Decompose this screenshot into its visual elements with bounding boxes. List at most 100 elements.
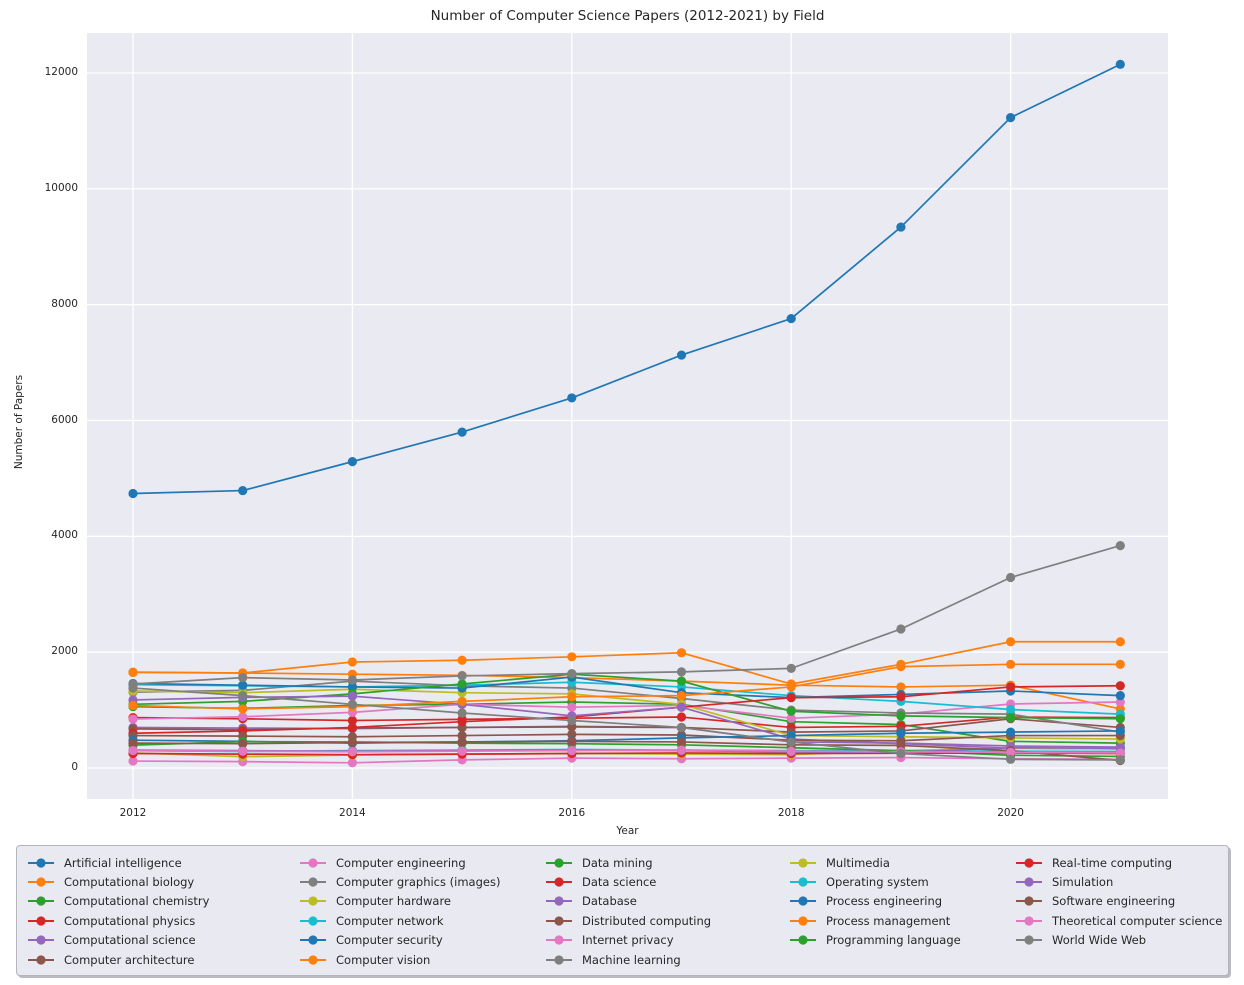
series-point — [567, 668, 577, 679]
legend-label: Process engineering — [826, 894, 943, 909]
series-point — [567, 702, 577, 712]
series-point — [786, 730, 796, 741]
series-point — [347, 682, 357, 692]
series-point — [128, 667, 138, 678]
series-point — [128, 700, 138, 711]
series-point — [457, 655, 467, 665]
legend-label: Computational biology — [64, 875, 195, 890]
series-point — [786, 663, 796, 673]
legend-marker-icon — [1016, 858, 1042, 868]
series-line — [132, 733, 1121, 742]
legend-marker-icon — [546, 877, 572, 887]
legend-item: Theoretical computer science — [1015, 911, 1235, 930]
x-tick-label: 2016 — [558, 807, 586, 819]
series-point — [786, 746, 796, 756]
x-tick-label: 2018 — [777, 807, 805, 819]
series-line — [132, 687, 1121, 761]
legend-item: Process management — [789, 911, 981, 930]
series-point — [1115, 726, 1125, 736]
y-tick-label: 8000 — [51, 297, 78, 310]
series-point — [457, 730, 467, 741]
series-point — [347, 737, 357, 748]
legend-label: Computer security — [336, 933, 443, 948]
legend-label: Process management — [826, 913, 951, 928]
series-point — [896, 711, 906, 721]
series-point — [457, 696, 467, 706]
legend-marker-icon — [790, 858, 816, 868]
series-point — [238, 680, 248, 690]
series-point — [238, 704, 248, 714]
series-point — [676, 691, 687, 701]
series-point — [457, 746, 467, 756]
series-point — [457, 427, 467, 437]
legend-marker-icon — [300, 935, 326, 945]
legend-marker-icon — [546, 858, 572, 868]
series-line — [132, 749, 1121, 754]
legend-label: Software engineering — [1052, 894, 1176, 909]
series-point — [676, 676, 687, 686]
legend-item: Computational physics — [27, 911, 265, 930]
legend-label: Computational science — [64, 933, 196, 948]
series-line — [132, 695, 1121, 750]
legend-column: Computer engineering Computer graphics (i… — [299, 853, 511, 969]
series-line — [132, 63, 1121, 495]
series-point — [1006, 754, 1016, 764]
legend-item: Computer vision — [299, 950, 511, 969]
legend-label: Computational physics — [64, 913, 196, 928]
series-point — [238, 691, 248, 701]
legend-column: Artificial intelligence Computational bio… — [27, 853, 265, 969]
legend-label: Data science — [582, 875, 657, 890]
series-point — [567, 736, 577, 746]
series-point — [1115, 59, 1125, 69]
series-point — [676, 350, 687, 360]
legend-item: Computer graphics (images) — [299, 872, 511, 891]
legend-label: Data mining — [582, 855, 653, 870]
series-point — [567, 722, 577, 732]
legend-item: Computer engineering — [299, 853, 511, 872]
series-point — [1115, 714, 1125, 724]
legend-marker-icon — [1016, 916, 1042, 926]
series-point — [1006, 713, 1016, 723]
legend-item: Internet privacy — [545, 931, 755, 950]
series-point — [347, 657, 357, 667]
series-point — [128, 683, 138, 693]
legend-item: Process engineering — [789, 892, 981, 911]
legend-item: Simulation — [1015, 872, 1235, 891]
x-tick-label: 2012 — [119, 807, 147, 819]
series-point — [896, 692, 906, 702]
legend-marker-icon — [300, 877, 326, 887]
series-point — [347, 758, 357, 768]
series-point — [567, 746, 577, 756]
series-point — [457, 671, 467, 681]
series-point — [128, 746, 138, 756]
legend-item: Operating system — [789, 872, 981, 891]
series-point — [457, 679, 467, 689]
y-tick-label: 6000 — [51, 413, 78, 426]
series-point — [896, 682, 906, 692]
y-tick-label: 10000 — [44, 181, 78, 194]
series-point — [786, 737, 796, 747]
series-point — [676, 722, 687, 733]
chart-title: Number of Computer Science Papers (2012-… — [430, 8, 825, 24]
legend-item: Data mining — [545, 853, 755, 872]
series-point — [238, 712, 248, 722]
series-point — [567, 715, 577, 726]
legend-label: Programming language — [826, 933, 961, 948]
legend-label: Computational chemistry — [64, 894, 210, 909]
legend-label: Computer architecture — [64, 952, 195, 967]
legend-marker-icon — [28, 858, 54, 868]
series-point — [457, 737, 467, 747]
series-point — [1115, 659, 1125, 669]
series-point — [457, 717, 467, 727]
series-point — [676, 648, 687, 658]
series-point — [128, 756, 138, 766]
legend-marker-icon — [28, 877, 54, 887]
legend-marker-icon — [546, 935, 572, 945]
series-point — [347, 747, 357, 757]
x-axis-label: Year — [616, 825, 639, 837]
series-point — [786, 706, 796, 716]
legend-marker-icon — [790, 916, 816, 926]
legend-column: Multimedia Operating system Process engine… — [789, 853, 981, 950]
series-point — [676, 712, 687, 722]
series-line — [132, 740, 1121, 762]
